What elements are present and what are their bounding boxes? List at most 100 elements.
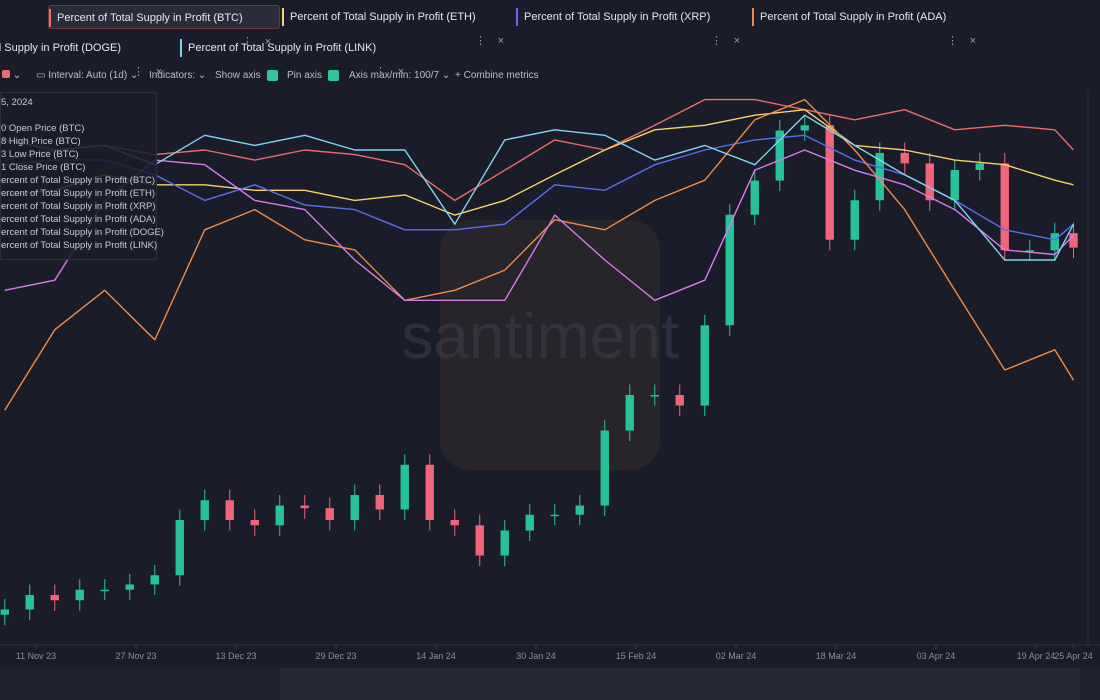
candle-body	[575, 505, 584, 515]
legend-item: ercent of Total Supply in Profit (ETH)	[1, 188, 155, 199]
tab[interactable]: Percent of Total Supply in Profit (LINK)…	[180, 36, 412, 78]
candle-body	[25, 595, 34, 610]
tab-close[interactable]: ×	[733, 35, 740, 47]
tab-menu[interactable]: ⋮	[133, 66, 144, 78]
watermark: santiment	[401, 300, 679, 372]
chart: santiment 11 Nov 23 27 Nov 23 13 Dec 23 29 …	[0, 90, 1100, 700]
legend: 5, 2024 0 Open Price (BTC) 8 High Price (B…	[0, 92, 164, 260]
x-tick-label: 11 Nov 23	[16, 651, 56, 661]
candle-body	[875, 152, 884, 201]
tab-close[interactable]: ×	[397, 66, 404, 78]
tab[interactable]: Total Supply in Profit (DOGE) ⋮ ×	[0, 36, 170, 78]
legend-item: 3 Low Price (BTC)	[1, 149, 79, 160]
x-tick-label: 18 Mar 24	[816, 651, 857, 661]
legend-item: ercent of Total Supply in Profit (BTC)	[1, 175, 155, 186]
candle-body	[675, 395, 684, 406]
candle-body	[1025, 250, 1034, 252]
tab-close[interactable]: ×	[264, 36, 271, 48]
tab-menu[interactable]: ⋮	[475, 35, 486, 47]
x-tick-label: 25 Apr 24	[1054, 651, 1093, 661]
tab-menu[interactable]: ⋮	[375, 66, 386, 78]
x-tick-label: 30 Jan 24	[516, 651, 556, 661]
candle-body	[750, 180, 759, 215]
candle-body	[800, 125, 809, 131]
candle-body	[350, 495, 359, 520]
combine-label: Combine metrics	[463, 70, 539, 81]
tab-menu[interactable]: ⋮	[711, 35, 722, 47]
candle-body	[850, 200, 859, 240]
tab-label: Percent of Total Supply in Profit (BTC)	[57, 12, 243, 24]
color-picker[interactable]: ⌄	[2, 69, 24, 83]
tab-close[interactable]: ×	[969, 35, 976, 47]
navigator-window[interactable]	[280, 668, 1080, 700]
tab-label: Percent of Total Supply in Profit (ETH)	[290, 11, 476, 23]
axis-range-label: Axis max/min: 100/7	[349, 70, 440, 81]
series-line	[4, 149, 1075, 301]
legend-item: 0 Open Price (BTC)	[1, 123, 85, 134]
candle-body	[1069, 233, 1078, 248]
candle-body	[825, 125, 834, 240]
indicators-label: Indicators:	[149, 70, 196, 81]
pin-axis-label: Pin axis	[287, 70, 323, 81]
candle-body	[650, 395, 659, 397]
tab-label: Percent of Total Supply in Profit (LINK)	[188, 42, 377, 54]
legend-item: ercent of Total Supply in Profit (DOGE)	[1, 227, 164, 238]
candle-body	[525, 514, 534, 531]
series-line	[4, 98, 1075, 202]
candle-body	[200, 500, 209, 520]
candle-body	[75, 589, 84, 601]
tab[interactable]: Percent of Total Supply in Profit (BTC) ⋮…	[48, 5, 280, 48]
candle-body	[100, 589, 109, 592]
tab[interactable]: Percent of Total Supply in Profit (ADA) ⋮…	[752, 5, 984, 47]
series-line	[4, 98, 1075, 411]
candle-body	[0, 609, 9, 615]
candle-body	[600, 430, 609, 506]
tab-color	[516, 8, 518, 26]
candle-body	[475, 525, 484, 556]
legend-item: ercent of Total Supply in Profit (LINK)	[1, 240, 158, 251]
tab-menu[interactable]: ⋮	[947, 35, 958, 47]
series-line	[4, 114, 1075, 261]
series-line	[4, 109, 1074, 216]
candle-body	[1050, 233, 1059, 251]
candle-body	[375, 495, 384, 510]
show-axis[interactable]: Show axis	[215, 69, 278, 83]
tab-color	[180, 39, 182, 57]
candle-body	[625, 395, 634, 431]
x-tick-label: 15 Feb 24	[616, 651, 657, 661]
candle-body	[1000, 163, 1009, 251]
checkbox[interactable]	[328, 69, 340, 81]
axis-range[interactable]: Axis max/min: 100/7 ⌄	[349, 70, 451, 81]
candle-body	[275, 505, 284, 526]
combine-metrics[interactable]: + Combine metrics	[455, 70, 539, 81]
tab-close[interactable]: ×	[155, 66, 162, 78]
indicators[interactable]: Indicators: ⌄	[149, 70, 207, 81]
x-tick-label: 19 Apr 24	[1017, 651, 1056, 661]
candle-body	[500, 530, 509, 556]
candle-body	[450, 520, 459, 526]
candle-body	[50, 595, 59, 601]
tab-color	[752, 8, 754, 26]
tab[interactable]: Percent of Total Supply in Profit (XRP) ⋮…	[516, 5, 748, 47]
candle-body	[250, 520, 259, 526]
interval[interactable]: ▭ Interval: Auto (1d) ⌄	[36, 70, 139, 81]
tab-menu[interactable]: ⋮	[242, 36, 253, 48]
tab-close[interactable]: ×	[497, 35, 504, 47]
legend-item: 1 Close Price (BTC)	[1, 162, 86, 173]
watermark-logo	[440, 220, 660, 470]
checkbox[interactable]	[266, 69, 278, 81]
candle-body	[400, 464, 409, 510]
legend-date: 5, 2024	[1, 97, 33, 108]
legend-item: ercent of Total Supply in Profit (XRP)	[1, 201, 156, 212]
x-tick-label: 02 Mar 24	[716, 651, 757, 661]
x-tick-label: 03 Apr 24	[917, 651, 956, 661]
candle-body	[125, 584, 134, 590]
pin-axis[interactable]: Pin axis	[287, 69, 340, 83]
candle-body	[950, 170, 959, 201]
candle-body	[325, 508, 334, 520]
tab[interactable]: Percent of Total Supply in Profit (ETH) ⋮…	[282, 5, 512, 47]
legend-item: ercent of Total Supply in Profit (ADA)	[1, 214, 156, 225]
legend-item: 8 High Price (BTC)	[1, 136, 81, 147]
x-tick-label: 14 Jan 24	[416, 651, 456, 661]
